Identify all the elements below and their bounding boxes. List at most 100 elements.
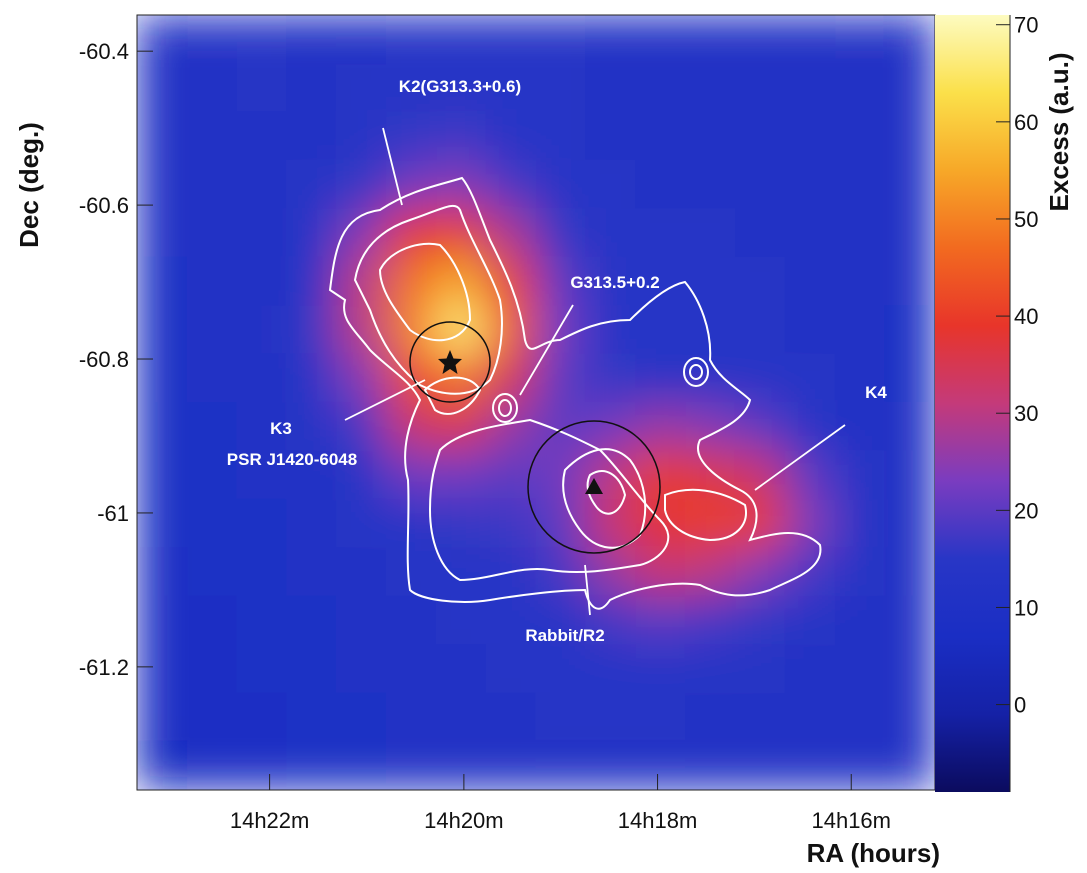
heat-cell	[236, 111, 288, 161]
heat-cell	[834, 62, 886, 113]
heat-cell	[186, 450, 238, 500]
heat-cell	[186, 111, 238, 161]
heat-cell	[137, 256, 188, 307]
colorbar-tick-label: 20	[1014, 498, 1038, 523]
x-tick-label: 14h16m	[811, 808, 891, 833]
heat-cell	[435, 256, 487, 307]
heat-cell	[186, 15, 238, 64]
leader-line	[754, 424, 846, 491]
heat-cell	[137, 305, 188, 355]
heat-cell	[685, 644, 736, 694]
contour	[498, 399, 512, 417]
leader-line	[584, 564, 591, 616]
heat-cell	[137, 692, 188, 743]
heat-cell	[385, 111, 437, 161]
heat-cell	[585, 208, 637, 258]
heat-cell	[735, 15, 786, 64]
heat-cell	[834, 111, 886, 161]
heat-cell	[585, 353, 637, 403]
heat-cell	[435, 498, 487, 549]
heat-cell	[535, 353, 587, 403]
y-axis-title: Dec (deg.)	[14, 122, 44, 248]
heat-cell	[685, 208, 736, 258]
heat-cell	[635, 741, 687, 790]
heat-cell	[385, 15, 437, 64]
heat-cell	[784, 644, 836, 694]
heat-cell	[735, 692, 786, 743]
heat-cell	[884, 15, 935, 64]
heat-cell	[784, 62, 836, 113]
heat-cell	[286, 692, 337, 743]
heat-cell	[435, 692, 487, 743]
heat-cell	[137, 595, 188, 646]
heatmap-cells	[137, 15, 935, 790]
heat-cell	[385, 450, 437, 500]
heat-cell	[884, 692, 935, 743]
heat-cell	[685, 741, 736, 790]
colorbar-tick-label: 60	[1014, 110, 1038, 135]
y-tick-label: -60.8	[79, 347, 129, 372]
heat-cell	[635, 692, 687, 743]
annotation-lines	[344, 127, 846, 616]
heat-cell	[735, 111, 786, 161]
heat-cell	[685, 402, 736, 452]
heat-cell	[137, 159, 188, 210]
heat-cell	[535, 305, 587, 355]
heat-cell	[435, 111, 487, 161]
heat-cell	[735, 547, 786, 597]
heat-cell	[137, 62, 188, 113]
heat-cell	[884, 595, 935, 646]
heat-cell	[336, 741, 387, 790]
heat-cell	[735, 208, 786, 258]
colorbar-tick-label: 50	[1014, 207, 1038, 232]
heat-cell	[435, 547, 487, 597]
heat-cell	[585, 692, 637, 743]
heat-cell	[585, 15, 637, 64]
heat-cell	[286, 595, 337, 646]
colorbar-tick-label: 0	[1014, 693, 1026, 718]
heat-cell	[535, 595, 587, 646]
heat-cell	[535, 111, 587, 161]
heat-cell	[834, 741, 886, 790]
heat-cell	[236, 692, 288, 743]
rabbit-triangle	[585, 478, 603, 494]
heat-cell	[884, 498, 935, 549]
heat-cell	[735, 62, 786, 113]
heat-cell	[186, 256, 238, 307]
heat-cell	[485, 692, 537, 743]
heat-cell	[535, 159, 587, 210]
heat-cell	[186, 305, 238, 355]
heat-cell	[385, 692, 437, 743]
heat-cell	[236, 402, 288, 452]
heat-cell	[137, 741, 188, 790]
source-markers	[409, 321, 661, 554]
heat-cell	[834, 450, 886, 500]
annotation: K4	[865, 383, 887, 402]
heat-cell	[336, 498, 387, 549]
y-tick-label: -60.6	[79, 193, 129, 218]
heat-cell	[784, 402, 836, 452]
heat-cell	[137, 208, 188, 258]
heat-cell	[735, 402, 786, 452]
heat-cell	[735, 741, 786, 790]
heat-cell	[834, 644, 886, 694]
heat-cell	[884, 450, 935, 500]
heat-cell	[435, 450, 487, 500]
heat-cell	[635, 62, 687, 113]
heat-cell	[485, 208, 537, 258]
heat-cell	[186, 547, 238, 597]
heat-cell	[435, 741, 487, 790]
x-axis-title: RA (hours)	[807, 838, 940, 868]
heat-cell	[535, 498, 587, 549]
heat-cell	[336, 547, 387, 597]
heat-cell	[286, 15, 337, 64]
heat-cell	[585, 111, 637, 161]
heat-cell	[137, 402, 188, 452]
heat-cell	[585, 595, 637, 646]
contour	[664, 488, 747, 542]
heat-cell	[336, 450, 387, 500]
heat-cell	[336, 595, 387, 646]
heat-cell	[834, 256, 886, 307]
heat-cell	[635, 305, 687, 355]
heat-cell	[186, 208, 238, 258]
